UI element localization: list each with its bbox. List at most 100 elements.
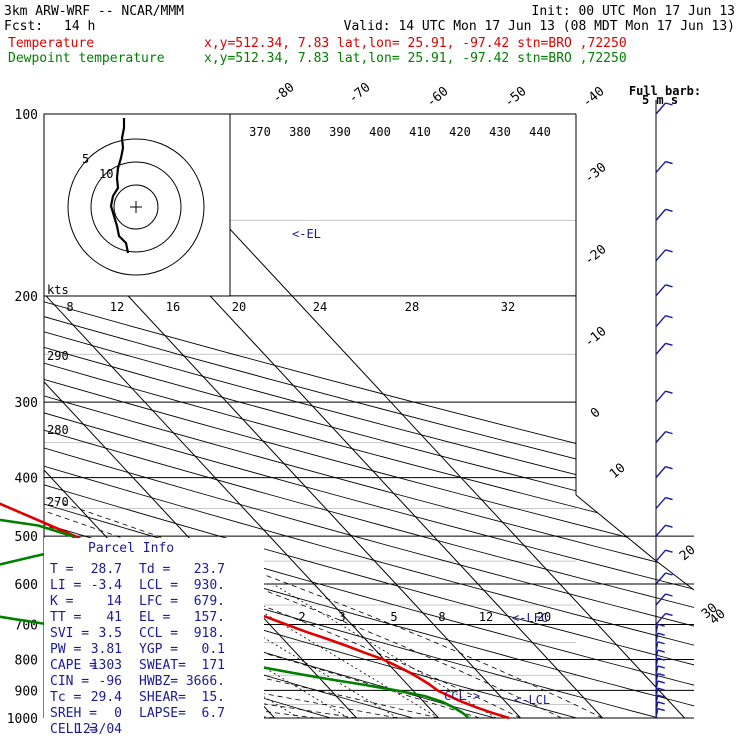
pressure-tick-label: 100 (15, 108, 38, 123)
lfc-marker: <-LFC (512, 611, 548, 625)
wind-barb-flag (657, 707, 665, 712)
wind-barb-flag (665, 496, 673, 501)
wind-barb (655, 102, 667, 115)
hodo-scale-label: 24 (313, 300, 327, 314)
wind-barb-flag (665, 102, 673, 106)
wind-barb (655, 673, 659, 684)
isotherm-label: -10 (582, 324, 610, 351)
dry-adiabat-line (44, 114, 694, 718)
wind-barb-flag (665, 612, 673, 617)
wind-barb (655, 161, 667, 173)
wind-barb (655, 572, 667, 585)
legend-temperature-name: Temperature (8, 36, 94, 51)
parcel-info-cell: CCL = (139, 626, 178, 641)
theta-label: 280 (47, 423, 69, 437)
wind-barb (655, 342, 667, 355)
parcel-info-cell: 29.4 (91, 690, 122, 705)
wind-barb (655, 701, 659, 712)
parcel-info-cell: SREH = (50, 706, 97, 721)
wind-barb-flag (657, 623, 665, 627)
hodograph: 5 10 kts (43, 113, 231, 297)
parcel-info-cell: 1303 (91, 658, 122, 673)
mixing-ratio-label: 12 (479, 610, 493, 624)
parcel-info-cell: 171 (202, 658, 225, 673)
wind-barb (655, 665, 659, 676)
wind-barb (655, 658, 659, 668)
parcel-info-cell: Td = (139, 562, 170, 577)
legend-dewpoint-info: x,y=512.34, 7.83 lat,lon= 25.91, -97.42 … (204, 51, 627, 66)
wind-barb (655, 549, 667, 562)
parcel-info-cell: 3666. (186, 674, 225, 689)
parcel-info-cell: YGP = (139, 642, 178, 657)
wind-barb-flag (665, 249, 673, 253)
parcel-info-cell: 15. (202, 690, 225, 705)
parcel-info-frame (44, 538, 264, 726)
wind-barb (655, 708, 659, 719)
diagram-diagonal-border (575, 494, 656, 561)
parcel-info-cell: 41 (106, 610, 122, 625)
temperature-line (0, 502, 510, 720)
hodograph-ring-label: 5 (82, 152, 89, 166)
pressure-tick-label: 1000 (7, 712, 38, 727)
wind-barb-flag (665, 160, 673, 165)
parcel-info-cell: EL = (139, 610, 170, 625)
dry-adiabat-line (44, 114, 694, 718)
sounding-curves (0, 502, 510, 720)
isotherm-label: 0 (588, 405, 604, 422)
parcel-info-cell: 157. (194, 610, 225, 625)
isotherm-label: -20 (582, 242, 610, 269)
dry-adiabat-line (44, 114, 694, 718)
wind-barb-flag (665, 524, 673, 528)
wind-barb (655, 688, 659, 698)
dry-adiabat-line (44, 114, 694, 718)
wind-barb-flag (665, 208, 673, 213)
wind-barb-flag (657, 687, 665, 691)
hodograph-trace (109, 118, 130, 254)
wind-barb-flag (657, 657, 665, 661)
hodo-scale-label: 8 (66, 300, 73, 314)
wind-barb (655, 612, 667, 625)
hodograph-ring (67, 138, 205, 276)
wind-barb-flag (657, 641, 665, 645)
wind-barb-flag (657, 632, 665, 636)
wind-barb-flag (665, 284, 673, 288)
parcel-info-cell: 6.7 (202, 706, 225, 721)
wind-barb (655, 315, 667, 328)
wind-barb-flag (665, 465, 673, 470)
isotherm-label: 20 (677, 543, 699, 565)
dry-adiabat-line (44, 114, 413, 718)
theta-label: 410 (409, 125, 431, 139)
hodograph-ring (113, 184, 159, 230)
parcel-info-cell: T = (50, 562, 74, 577)
el-marker: <-EL (292, 227, 321, 241)
dry-adiabat-line (44, 114, 577, 718)
theta-label: 420 (449, 125, 471, 139)
parcel-info-cell: 3.81 (91, 642, 122, 657)
parcel-info-cell: SHEAR= (139, 690, 186, 705)
theta-label: 380 (289, 125, 311, 139)
wind-barb (655, 633, 659, 643)
forecast-hour: 14 h (64, 19, 95, 34)
isotherm-label: -70 (346, 80, 374, 107)
parcel-info-cell: 28.7 (91, 562, 122, 577)
wind-barb (655, 466, 667, 479)
isotherm-label: -40 (580, 84, 608, 111)
wind-barb (655, 249, 667, 262)
parcel-info-title: Parcel Info (88, 541, 174, 556)
wind-barb (655, 431, 667, 444)
parcel-info-cell: K = (50, 594, 74, 609)
pressure-tick-label: 800 (15, 653, 38, 668)
parcel-info-cell: LFC = (139, 594, 178, 609)
wind-barb (655, 208, 667, 221)
hodo-scale-label: 16 (166, 300, 180, 314)
mixing-ratio-label: 5 (390, 610, 397, 624)
theta-label: 390 (329, 125, 351, 139)
ccl-marker: CCL-> (444, 689, 480, 703)
hodo-scale-label: 28 (405, 300, 419, 314)
wind-barb-flag (665, 315, 673, 319)
dry-adiabat-line (44, 114, 694, 718)
pressure-tick-label: 200 (15, 290, 38, 305)
parcel-info-cell: LCL = (139, 578, 178, 593)
parcel-info-cell: HWBZ= (139, 674, 178, 689)
mixing-ratio-label: 8 (438, 610, 445, 624)
